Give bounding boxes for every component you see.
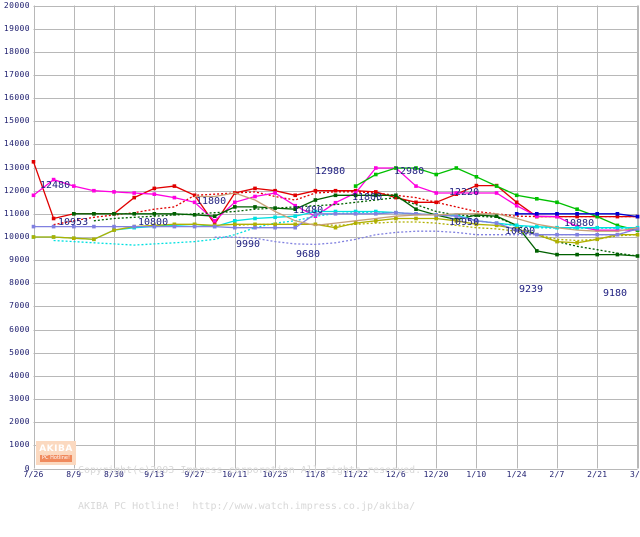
y-axis-tick-label: 6000 [0,325,30,334]
data-value-label: 12480 [40,180,70,191]
grid-lines [34,6,639,470]
data-value-label: 10600 [505,226,535,237]
y-axis-tick-label: 1000 [0,440,30,449]
data-value-label: 10800 [138,217,168,228]
y-axis-tick-label: 14000 [0,139,30,148]
x-axis-tick-label: 2/7 [537,470,577,479]
x-axis-tick-label: 1/24 [497,470,537,479]
data-value-label: 9180 [603,288,627,299]
y-axis-tick-label: 10000 [0,232,30,241]
y-axis-tick-label: 11000 [0,209,30,218]
y-axis-tick-label: 9000 [0,255,30,264]
y-axis-tick-label: 15000 [0,116,30,125]
data-value-label: 9990 [236,239,260,250]
y-axis-tick-label: 4000 [0,371,30,380]
x-axis-tick-label: 12/20 [416,470,456,479]
data-value-label: 12980 [394,166,424,177]
x-axis-tick-label: 1/10 [456,470,496,479]
copyright-watermark: Copyright(c)2003 Impress corporation All… [78,441,421,537]
y-axis-tick-label: 20000 [0,1,30,10]
x-axis-tick-label: 3/6 [618,470,640,479]
series-olive-solid [32,217,640,245]
data-value-label: 9239 [519,284,543,295]
y-axis-tick-label: 13000 [0,163,30,172]
data-value-label: 12980 [315,166,345,177]
data-value-label: 10953 [58,217,88,228]
y-axis-tick-label: 19000 [0,24,30,33]
data-value-label: 10950 [449,217,479,228]
copyright-line-1: Copyright(c)2003 Impress corporation All… [78,465,421,477]
y-axis-tick-label: 8000 [0,278,30,287]
y-axis-tick-label: 12000 [0,186,30,195]
y-axis-tick-label: 3000 [0,394,30,403]
data-value-label: 10880 [564,218,594,229]
data-value-label: 11800 [196,196,226,207]
x-axis-tick-label: 2/21 [577,470,617,479]
x-axis-tick-label: 7/26 [14,470,54,479]
chart-plot-area [0,0,640,480]
data-value-label: 12220 [449,187,479,198]
y-axis-tick-label: 17000 [0,70,30,79]
y-axis-tick-label: 7000 [0,301,30,310]
data-value-label: 11800 [352,192,382,203]
copyright-line-2: AKIBA PC Hotline! http://www.watch.impre… [78,501,421,513]
akiba-logo-line2: PC Hotline! [40,455,72,462]
data-value-label: 9680 [296,249,320,260]
y-axis-tick-label: 5000 [0,348,30,357]
y-axis-tick-label: 18000 [0,47,30,56]
akiba-logo-line1: AKIBA [39,444,73,454]
y-axis-tick-label: 16000 [0,93,30,102]
y-axis-tick-label: 2000 [0,417,30,426]
akiba-logo: AKIBA PC Hotline! [36,441,76,465]
data-value-label: 11480 [293,205,323,216]
